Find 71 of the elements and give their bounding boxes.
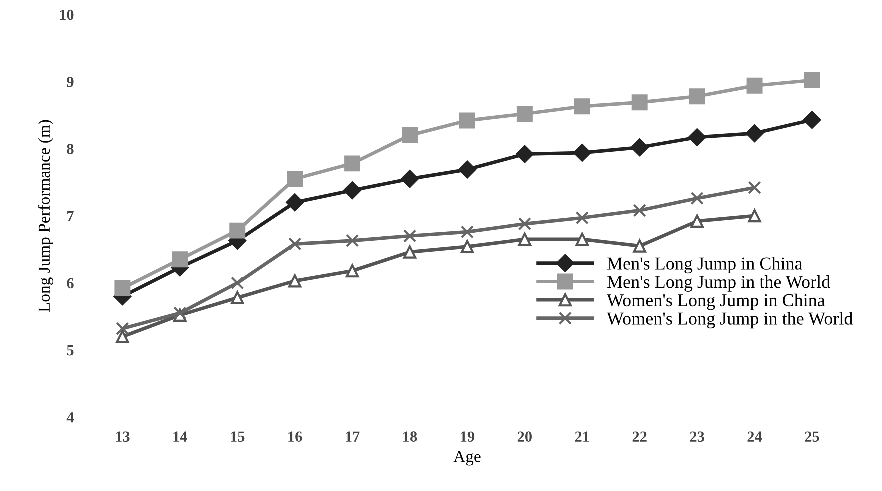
- point: [746, 124, 764, 142]
- point: [576, 232, 589, 246]
- point: [346, 264, 360, 278]
- x-tick-label: 17: [346, 432, 360, 442]
- point: [346, 234, 360, 248]
- point: [458, 160, 476, 179]
- point: [630, 138, 649, 156]
- point: [114, 280, 131, 296]
- point: [344, 182, 362, 200]
- x-axis-title: Age: [454, 451, 481, 466]
- x-tick-label: 14: [174, 432, 188, 442]
- y-tick-label: 7: [68, 211, 74, 222]
- point: [633, 240, 646, 253]
- y-tick-label: 9: [67, 77, 74, 88]
- x-tick-label: 15: [231, 432, 245, 442]
- point: [172, 252, 188, 268]
- legend-label: Men's Long Jump in China: [607, 257, 803, 274]
- legend-label: Women's Long Jump in China: [606, 294, 826, 310]
- point: [231, 276, 244, 290]
- point: [573, 144, 592, 162]
- point: [402, 128, 418, 144]
- point: [460, 226, 474, 239]
- point: [403, 246, 417, 259]
- y-tick-label: 6: [67, 278, 74, 289]
- point: [748, 181, 762, 194]
- point: [804, 72, 820, 88]
- point: [116, 330, 130, 344]
- point: [688, 128, 706, 146]
- y-axis-title: Long Jump Performance (m): [38, 120, 54, 312]
- y-tick-label: 5: [67, 346, 74, 356]
- point: [574, 98, 590, 115]
- point: [516, 106, 533, 122]
- x-tick-label: 20: [518, 432, 532, 442]
- point: [460, 240, 474, 254]
- point: [288, 238, 302, 251]
- point: [516, 145, 534, 164]
- x-tick-label: 16: [288, 432, 302, 442]
- x-tick-label: 22: [632, 432, 647, 442]
- point: [576, 211, 589, 225]
- x-tick-label: 24: [748, 432, 762, 442]
- point: [287, 171, 304, 188]
- point: [286, 194, 304, 212]
- point: [748, 209, 762, 223]
- point: [459, 112, 476, 129]
- y-tick-label: 4: [66, 412, 74, 423]
- point: [746, 78, 763, 94]
- point: [231, 291, 244, 305]
- point: [344, 156, 361, 172]
- point: [116, 322, 130, 336]
- point: [230, 222, 246, 239]
- point: [518, 232, 532, 246]
- point: [689, 88, 706, 105]
- point: [633, 204, 646, 218]
- point: [403, 230, 417, 243]
- point: [690, 192, 704, 206]
- point: [518, 217, 532, 231]
- point: [690, 214, 704, 228]
- x-tick-label: 21: [575, 432, 590, 442]
- y-tick-label: 8: [67, 144, 74, 154]
- point: [803, 111, 822, 129]
- x-tick-label: 23: [690, 432, 704, 442]
- legend-label: Women's Long Jump in the World: [606, 312, 854, 329]
- point: [288, 274, 302, 288]
- y-tick-label: 10: [60, 10, 74, 20]
- x-tick-label: 18: [404, 432, 418, 442]
- point: [632, 94, 648, 111]
- x-tick-label: 13: [116, 432, 130, 442]
- x-tick-label: 19: [461, 432, 475, 442]
- legend-label: Men's Long Jump in the World: [607, 276, 830, 292]
- x-tick-label: 25: [805, 432, 820, 442]
- point: [401, 170, 419, 188]
